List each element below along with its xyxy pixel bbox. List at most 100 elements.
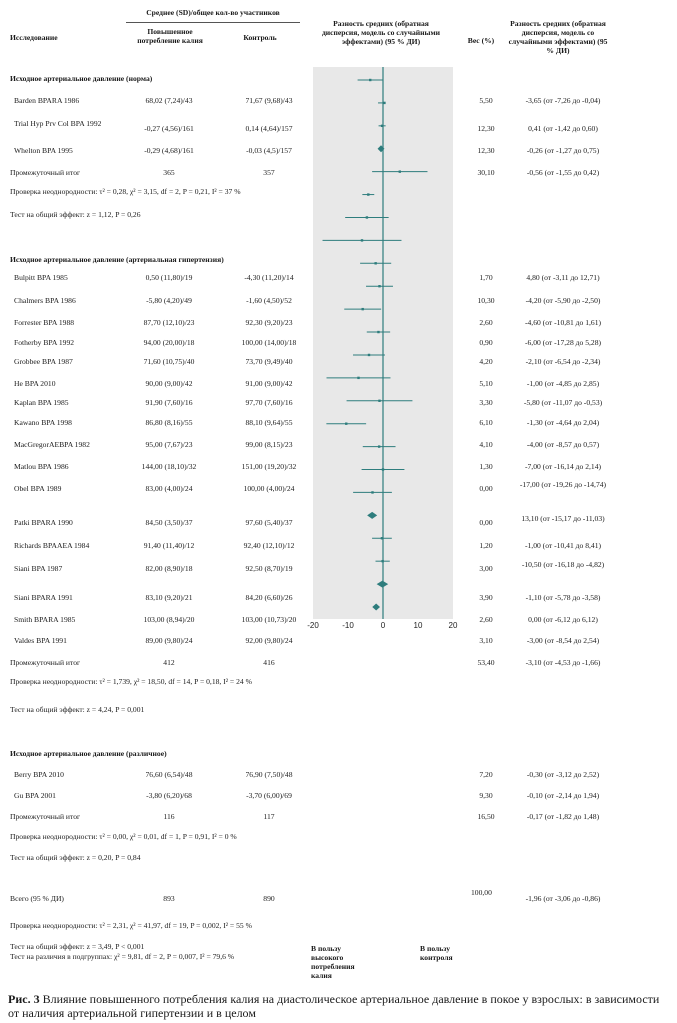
study-ci: -17,00 (от -19,26 до -14,74) (519, 480, 607, 489)
subtotal-control: 416 (263, 658, 275, 667)
study-control-value: 103,00 (10,73)/20 (241, 615, 297, 624)
study-weight: 5,10 (479, 379, 493, 388)
study-ci: -4,60 (от -10,81 до 1,61) (524, 318, 602, 327)
subtotal-weight: 30,10 (477, 168, 495, 177)
subtotal-high: 116 (163, 812, 175, 821)
study-control-value: 97,70 (7,60)/16 (245, 398, 293, 407)
study-ci: -5,80 (от -11,07 до -0,53) (523, 398, 603, 407)
study-high-value: 103,00 (8,94)/20 (143, 615, 195, 624)
overall-effect-test: Тест на общий эффект: z = 0,20, P = 0,84 (10, 853, 141, 862)
subtotal-weight: 53,40 (477, 658, 495, 667)
subtotal-label: Промежуточный итог (10, 168, 81, 177)
point-estimate (369, 78, 372, 82)
study-high-value: 68,02 (7,24)/43 (145, 96, 193, 105)
subtotal-high: 365 (163, 168, 175, 177)
point-estimate (345, 422, 348, 425)
study-control-value: 100,00 (4,00)/24 (243, 484, 295, 493)
total-ci: -1,96 (от -3,06 до -0,86) (525, 894, 601, 903)
point-estimate (367, 353, 371, 357)
study-ci: -1,10 (от -5,78 до -3,58) (525, 593, 601, 602)
study-weight: 7,20 (479, 770, 493, 779)
study-ci: -1,00 (от -10,41 до 8,41) (524, 541, 602, 550)
study-name: Obel BPA 1989 (14, 484, 62, 493)
footer-heterogeneity: Проверка неоднородности: τ² = 2,31, χ² =… (10, 921, 252, 930)
study-ci: -0,30 (от -3,12 до 2,52) (526, 770, 600, 779)
study-weight: 12,30 (477, 124, 495, 133)
study-ci: -1,30 (от -4,64 до 2,04) (526, 418, 600, 427)
total-label: Всего (95 % ДИ) (10, 894, 64, 903)
study-high-value: -0,29 (4,68)/161 (144, 146, 194, 155)
point-estimate (398, 170, 401, 173)
study-control-value: -1,60 (4,50)/52 (246, 296, 292, 305)
study-name: Trial Hyp Prv Col BPA 1992 (14, 119, 102, 128)
study-control-value: 151,00 (19,20)/32 (241, 462, 297, 471)
study-weight: 1,30 (479, 462, 493, 471)
study-ci: -2,10 (от -6,54 до -2,34) (525, 357, 601, 366)
total-diamond (372, 603, 380, 611)
heterogeneity-test: Проверка неоднородности: τ² = 0,00, χ² =… (10, 832, 237, 841)
total-control: 890 (263, 894, 275, 903)
x-tick-label: 10 (414, 621, 423, 630)
study-ci: -0,10 (от -2,14 до 1,94) (526, 791, 600, 800)
md-column-header: Разность средних (обратная дисперсия, мо… (321, 19, 441, 46)
subtotal-ci: -0,56 (от -1,55 до 0,42) (526, 168, 600, 177)
subtotal-label: Промежуточный итог (10, 812, 81, 821)
favours-control-label: В пользу контроля (420, 944, 453, 962)
study-high-value: 76,60 (6,54)/48 (145, 770, 193, 779)
high-column-header: Повышенное потребление калия (137, 27, 203, 45)
study-high-value: -5,80 (4,20)/49 (146, 296, 192, 305)
subtotal-control: 117 (263, 812, 275, 821)
study-control-value: 100,00 (14,00)/18 (241, 338, 297, 347)
study-name: Siani BPARA 1991 (14, 593, 73, 602)
study-control-value: 0,14 (4,64)/157 (245, 124, 293, 133)
subgroup-title: Исходное артериальное давление (артериал… (10, 255, 224, 264)
study-high-value: 83,10 (9,20)/21 (145, 593, 193, 602)
point-estimate (361, 307, 364, 311)
study-ci: -4,20 (от -5,90 до -2,50) (525, 296, 601, 305)
study-weight: 12,30 (477, 146, 495, 155)
footer-subgroup-test: Тест на различия в подгруппах: χ² = 9,81… (10, 952, 235, 961)
study-name: Siani BPA 1987 (14, 564, 63, 573)
study-weight: 3,90 (479, 593, 493, 602)
study-ci: -10,50 (от -16,18 до -4,82) (521, 560, 605, 569)
study-name: Smith BPARA 1985 (14, 615, 76, 624)
study-control-value: 92,50 (8,70)/19 (245, 564, 293, 573)
subtotal-high: 412 (163, 658, 175, 667)
study-name: Kaplan BPA 1985 (14, 398, 69, 407)
heterogeneity-test: Проверка неоднородности: τ² = 1,739, χ² … (10, 677, 252, 686)
point-estimate (367, 193, 370, 196)
study-weight: 10,30 (477, 296, 495, 305)
study-control-value: -3,70 (6,00)/69 (246, 791, 292, 800)
study-high-value: 91,90 (7,60)/16 (145, 398, 193, 407)
study-weight: 6,10 (479, 418, 493, 427)
study-ci: -3,00 (от -8,54 до 2,54) (526, 636, 600, 645)
study-name: Bulpitt BPA 1985 (14, 273, 68, 282)
study-control-value: -0,03 (4,5)/157 (246, 146, 292, 155)
total-high: 893 (163, 894, 175, 903)
study-ci: -7,00 (от -16,14 до 2,14) (524, 462, 602, 471)
point-estimate (371, 491, 374, 494)
point-estimate (381, 559, 384, 563)
subtotal-ci: -0,17 (от -1,82 до 1,48) (526, 812, 600, 821)
study-weight: 0,00 (479, 484, 493, 493)
header-divider (126, 22, 300, 23)
x-tick-label: 20 (449, 621, 458, 630)
study-high-value: 144,00 (18,10)/32 (141, 462, 197, 471)
overall-effect-test: Тест на общий эффект: z = 1,12, P = 0,26 (10, 210, 141, 219)
subtotal-diamond (376, 580, 389, 588)
x-tick-label: -20 (307, 621, 319, 630)
study-high-value: 71,60 (10,75)/40 (143, 357, 195, 366)
study-ci: -4,00 (от -8,57 до 0,57) (526, 440, 600, 449)
study-name: Matlou BPA 1986 (14, 462, 69, 471)
point-estimate (378, 285, 381, 288)
study-control-value: 92,40 (12,10)/12 (243, 541, 295, 550)
study-control-value: 76,90 (7,50)/48 (245, 770, 293, 779)
point-estimate (377, 445, 381, 448)
study-name: Whelton BPA 1995 (14, 146, 73, 155)
point-estimate (383, 101, 386, 105)
study-weight: 9,30 (479, 791, 493, 800)
study-ci: -6,00 (от -17,28 до 5,28) (524, 338, 602, 347)
study-weight: 0,90 (479, 338, 493, 347)
study-high-value: -0,27 (4,56)/161 (144, 124, 194, 133)
study-weight: 0,00 (479, 518, 493, 527)
